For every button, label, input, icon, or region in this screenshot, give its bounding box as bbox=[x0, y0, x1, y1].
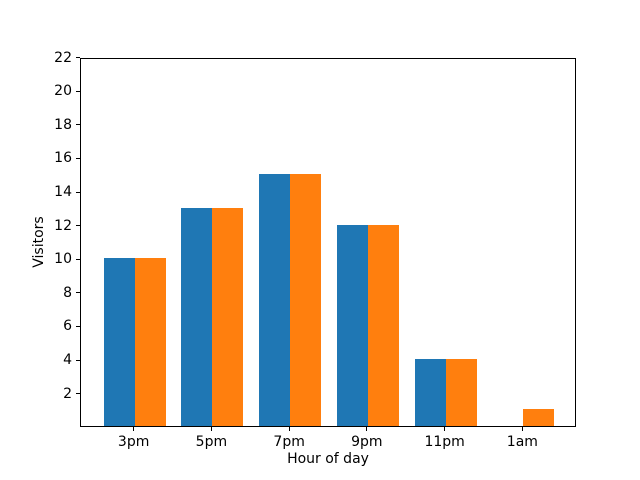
bar-orange-series-11pm bbox=[445, 359, 477, 427]
y-tick-label: 16 bbox=[54, 150, 72, 167]
bar-orange-series-1am bbox=[523, 409, 555, 427]
plot-area bbox=[80, 57, 576, 428]
x-tick-label: 3pm bbox=[117, 434, 150, 451]
x-tick-mark bbox=[210, 427, 212, 432]
y-tick-label: 6 bbox=[63, 318, 72, 335]
bar-orange-series-5pm bbox=[212, 207, 244, 427]
y-tick-mark bbox=[76, 124, 80, 126]
x-tick-mark bbox=[521, 427, 523, 432]
y-tick-mark bbox=[76, 191, 80, 193]
y-tick-label: 4 bbox=[63, 352, 72, 368]
y-tick-label: 20 bbox=[54, 83, 72, 100]
bar-blue-series-3pm bbox=[103, 258, 135, 427]
y-tick-label: 18 bbox=[54, 116, 72, 133]
x-tick-label: 7pm bbox=[273, 434, 305, 451]
x-axis-label: Hour of day bbox=[287, 451, 369, 468]
bar-orange-series-3pm bbox=[134, 258, 166, 427]
y-tick-mark bbox=[76, 292, 80, 294]
y-tick-mark bbox=[76, 325, 80, 327]
y-tick-label: 14 bbox=[54, 184, 72, 200]
x-tick-mark bbox=[133, 427, 135, 432]
x-tick-label: 11pm bbox=[424, 434, 465, 451]
bar-orange-series-7pm bbox=[290, 174, 322, 427]
y-tick-label: 22 bbox=[54, 49, 72, 66]
y-axis-label: Visitors bbox=[31, 216, 47, 269]
bar-blue-series-5pm bbox=[181, 207, 213, 427]
bar-blue-series-11pm bbox=[414, 359, 446, 427]
y-tick-mark bbox=[76, 258, 80, 260]
y-tick-mark bbox=[76, 225, 80, 227]
y-tick-label: 2 bbox=[63, 385, 72, 402]
y-tick-mark bbox=[76, 90, 80, 92]
x-tick-mark bbox=[288, 427, 290, 432]
x-tick-label: 1am bbox=[506, 434, 538, 451]
x-tick-mark bbox=[366, 427, 368, 432]
y-tick-mark bbox=[76, 359, 80, 361]
bar-blue-series-7pm bbox=[259, 174, 291, 427]
y-tick-label: 12 bbox=[54, 217, 72, 234]
x-tick-mark bbox=[444, 427, 446, 432]
y-tick-mark bbox=[76, 57, 80, 59]
y-tick-mark bbox=[76, 393, 80, 395]
y-tick-label: 10 bbox=[54, 251, 72, 268]
bar-blue-series-9pm bbox=[336, 224, 368, 427]
x-tick-label: 5pm bbox=[195, 434, 228, 451]
x-tick-label: 9pm bbox=[351, 434, 383, 451]
bar-orange-series-9pm bbox=[367, 224, 399, 427]
y-tick-mark bbox=[76, 157, 80, 159]
y-tick-label: 8 bbox=[63, 284, 72, 301]
